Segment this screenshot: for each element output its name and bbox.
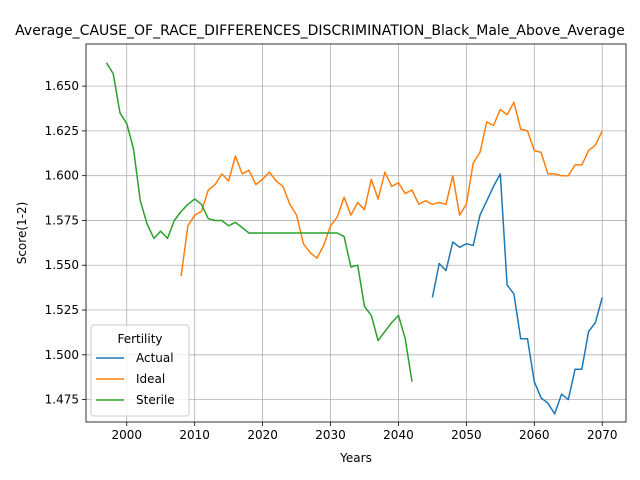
y-axis: 1.475 1.500 1.525 1.550 1.575 1.600 1.625 1.650	[45, 79, 86, 407]
grid-lines	[86, 44, 626, 422]
x-tick-label: 2040	[383, 428, 414, 442]
legend: Fertility Actual Ideal Sterile	[90, 324, 190, 417]
legend-label-ideal: Ideal	[136, 372, 165, 386]
x-tick-label: 2020	[247, 428, 278, 442]
x-axis-label: Years	[339, 451, 372, 465]
x-tick-label: 2050	[451, 428, 482, 442]
series-line-actual	[431, 173, 603, 415]
x-tick-label: 2010	[179, 428, 210, 442]
y-tick-label: 1.575	[45, 213, 79, 227]
x-tick-label: 2070	[587, 428, 618, 442]
y-tick-label: 1.525	[45, 303, 79, 317]
legend-label-sterile: Sterile	[136, 393, 175, 407]
y-tick-label: 1.650	[45, 79, 79, 93]
plot-frame	[85, 43, 627, 423]
y-tick-label: 1.550	[45, 258, 79, 272]
x-tick-label: 2000	[111, 428, 142, 442]
x-tick-label: 2060	[519, 428, 550, 442]
chart-title: Average_CAUSE_OF_RACE_DIFFERENCES_DISCRI…	[15, 23, 625, 39]
legend-label-actual: Actual	[136, 351, 174, 365]
x-axis: 2000 2010 2020 2030 2040 2050 2060 2070	[111, 422, 617, 442]
series-line-ideal	[180, 101, 603, 277]
series-line-sterile	[105, 62, 413, 382]
x-tick-label: 2030	[315, 428, 346, 442]
y-tick-label: 1.500	[45, 348, 79, 362]
series-layer	[105, 62, 603, 415]
y-tick-label: 1.625	[45, 124, 79, 138]
y-axis-label: Score(1-2)	[15, 202, 29, 265]
legend-box	[90, 324, 190, 417]
y-tick-label: 1.600	[45, 169, 79, 183]
y-tick-label: 1.475	[45, 393, 79, 407]
legend-title: Fertility	[117, 332, 162, 346]
